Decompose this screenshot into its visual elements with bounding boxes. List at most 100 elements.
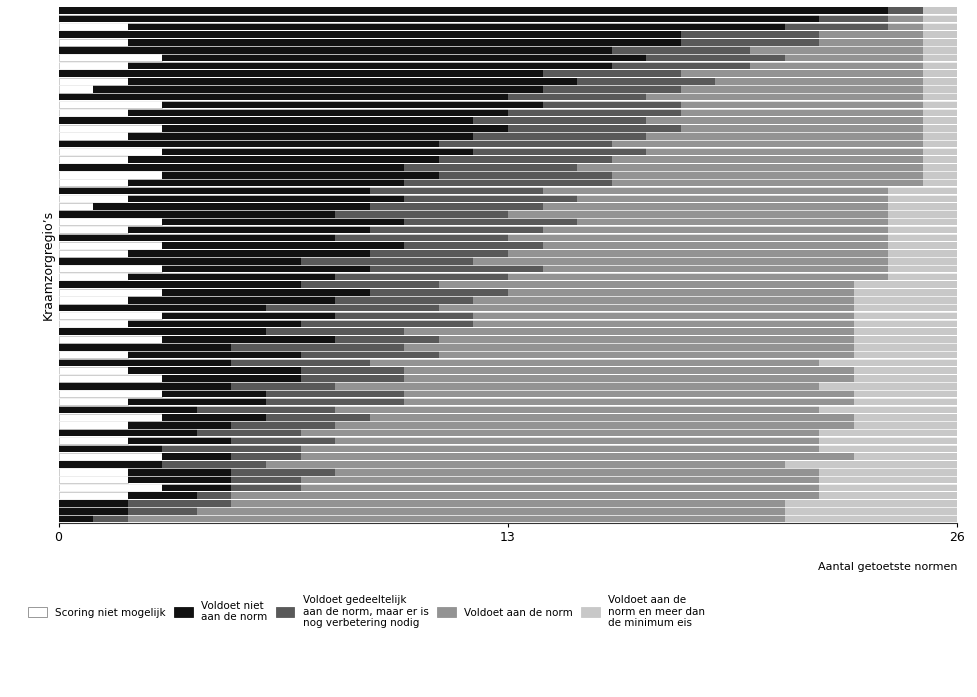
Bar	[59, 296, 128, 304]
Bar	[128, 437, 232, 444]
Bar	[266, 305, 439, 312]
Bar	[923, 77, 957, 85]
Bar	[301, 374, 404, 382]
Bar	[923, 164, 957, 171]
Bar	[59, 344, 232, 351]
Bar	[59, 351, 128, 358]
Bar	[197, 507, 785, 514]
Bar	[59, 265, 162, 273]
Bar	[612, 171, 923, 178]
Bar	[888, 257, 957, 265]
Bar	[128, 507, 197, 514]
Bar	[681, 31, 819, 38]
Bar	[888, 234, 957, 241]
Bar	[128, 132, 474, 139]
Bar	[785, 500, 957, 507]
Bar	[335, 437, 819, 444]
Bar	[404, 390, 854, 397]
Bar	[232, 437, 335, 444]
Bar	[542, 86, 681, 93]
Bar	[612, 140, 923, 147]
Bar	[439, 335, 854, 343]
Bar	[128, 38, 681, 46]
Bar	[162, 148, 474, 155]
Bar	[404, 164, 577, 171]
Bar	[59, 234, 335, 241]
Bar	[439, 155, 612, 163]
Bar	[888, 226, 957, 233]
Bar	[923, 140, 957, 147]
Bar	[301, 281, 439, 288]
Bar	[854, 453, 957, 460]
Bar	[647, 54, 785, 61]
Bar	[232, 484, 301, 491]
Bar	[612, 155, 923, 163]
Bar	[508, 125, 681, 132]
Bar	[819, 492, 957, 499]
Bar	[404, 374, 854, 382]
Bar	[854, 422, 957, 429]
Bar	[59, 93, 508, 100]
Bar	[508, 109, 681, 116]
Bar	[542, 265, 888, 273]
Bar	[923, 70, 957, 77]
Bar	[439, 281, 854, 288]
Bar	[647, 116, 923, 124]
Bar	[197, 406, 335, 413]
Bar	[369, 413, 854, 421]
Bar	[59, 374, 162, 382]
Bar	[266, 461, 785, 468]
Bar	[681, 109, 923, 116]
Bar	[854, 289, 957, 296]
Bar	[819, 445, 957, 452]
Bar	[854, 312, 957, 319]
Bar	[439, 171, 612, 178]
Bar	[508, 250, 888, 256]
Bar	[59, 179, 128, 186]
Bar	[59, 367, 128, 374]
Bar	[681, 125, 923, 132]
Bar	[59, 515, 93, 523]
Bar	[888, 203, 957, 210]
Bar	[266, 328, 404, 335]
Bar	[888, 195, 957, 202]
Text: Aantal getoetste normen: Aantal getoetste normen	[818, 562, 957, 572]
Bar	[439, 140, 612, 147]
Bar	[888, 210, 957, 217]
Bar	[474, 312, 854, 319]
Bar	[59, 101, 162, 108]
Bar	[128, 155, 439, 163]
Bar	[128, 422, 232, 429]
Bar	[681, 38, 819, 46]
Bar	[59, 406, 197, 413]
Bar	[508, 234, 888, 241]
Bar	[59, 125, 162, 132]
Bar	[335, 406, 819, 413]
Bar	[59, 77, 128, 85]
Bar	[923, 116, 957, 124]
Bar	[162, 484, 232, 491]
Bar	[404, 218, 577, 225]
Bar	[785, 515, 957, 523]
Bar	[474, 116, 647, 124]
Bar	[128, 476, 232, 483]
Bar	[128, 77, 577, 85]
Bar	[162, 218, 404, 225]
Bar	[404, 398, 854, 405]
Bar	[128, 226, 369, 233]
Bar	[923, 155, 957, 163]
Bar	[301, 351, 439, 358]
Bar	[232, 383, 335, 390]
Bar	[508, 210, 888, 217]
Bar	[162, 265, 369, 273]
Bar	[59, 413, 162, 421]
Bar	[59, 305, 266, 312]
Bar	[128, 398, 266, 405]
Bar	[854, 390, 957, 397]
Bar	[128, 296, 335, 304]
Bar	[785, 461, 957, 468]
Bar	[923, 93, 957, 100]
Bar	[197, 492, 232, 499]
Bar	[369, 187, 542, 194]
Bar	[162, 445, 301, 452]
